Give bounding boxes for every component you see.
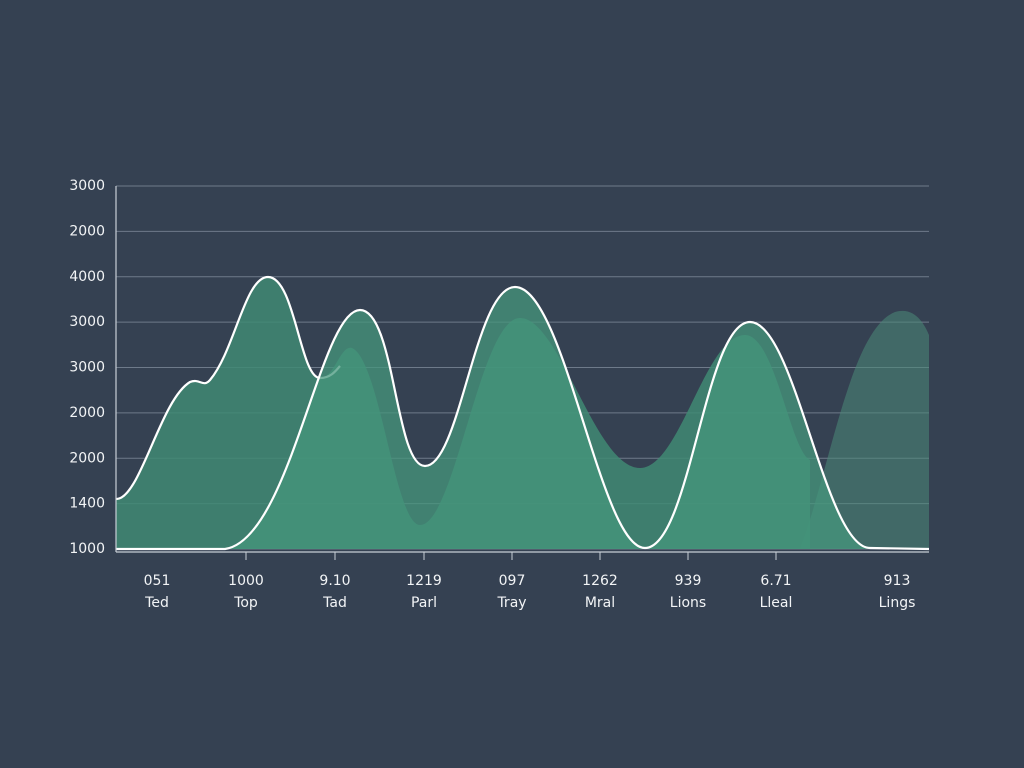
x-label-name: Lings [879, 595, 916, 611]
x-label-value: 097 [499, 573, 526, 589]
x-label-name: Tray [496, 595, 526, 611]
y-axis-label: 3000 [69, 360, 105, 376]
x-label-value: 1262 [582, 573, 618, 589]
y-axis-label: 2000 [69, 450, 105, 466]
x-label-name: Lions [670, 595, 706, 611]
y-axis-label: 2000 [69, 405, 105, 421]
y-axis-label: 4000 [69, 269, 105, 285]
y-axis-label: 3000 [69, 178, 105, 194]
y-axis-label: 2000 [69, 223, 105, 239]
front-line [116, 285, 930, 551]
y-axis-label: 3000 [69, 314, 105, 330]
x-label-name: Lleal [760, 595, 793, 611]
front-area [116, 287, 929, 549]
x-label-value: 913 [884, 573, 911, 589]
x-label-name: Mral [585, 595, 615, 611]
x-label-name: Ted [144, 595, 169, 611]
x-label-value: 1000 [228, 573, 264, 589]
y-axis-label: 1000 [69, 541, 105, 557]
y-axis-label: 1400 [69, 496, 105, 512]
x-label-value: 6.71 [760, 573, 791, 589]
x-label-name: Tad [322, 595, 347, 611]
x-label-name: Top [233, 595, 258, 611]
x-label-name: Parl [411, 595, 437, 611]
x-label-value: 1219 [406, 573, 442, 589]
x-label-value: 9.10 [319, 573, 350, 589]
right-shadow-area [800, 310, 929, 549]
labels: 3000 2000 4000 3000 3000 2000 2000 1400 1000 051 T… [69, 178, 915, 611]
x-label-value: 939 [675, 573, 702, 589]
x-label-value: 051 [144, 573, 171, 589]
